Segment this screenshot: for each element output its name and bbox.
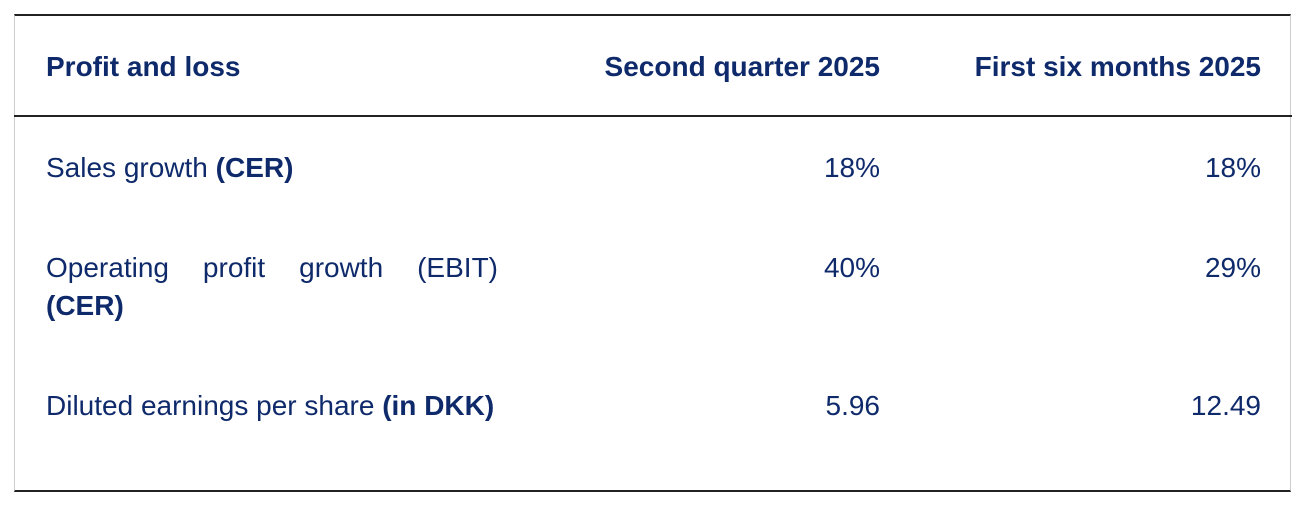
header-rule	[14, 115, 1292, 117]
label-text: Sales growth	[46, 152, 208, 183]
label-bold: (in DKK)	[382, 390, 495, 421]
label-text: Diluted earnings per share	[46, 390, 375, 421]
label-bold: (CER)	[215, 152, 294, 183]
value-cell: 18%	[823, 152, 880, 183]
row-label: Diluted earnings per share (in DKK)	[46, 387, 498, 425]
row-label: Operating profit growth (EBIT) (CER)	[46, 249, 498, 325]
header-cell: Profit and loss	[46, 51, 241, 82]
label-bold: (CER)	[46, 290, 124, 321]
value-cell: 29%	[1204, 252, 1261, 283]
header-cell: Second quarter 2025	[604, 51, 880, 82]
row-label: Sales growth (CER)	[46, 149, 498, 187]
value-cell: 5.96	[825, 390, 881, 421]
value-cell: 12.49	[1190, 390, 1261, 421]
header-cell: First six months 2025	[974, 51, 1261, 82]
label-text: Operating profit growth (EBIT)	[46, 252, 498, 283]
value-cell: 40%	[823, 252, 880, 283]
table-frame	[14, 14, 1291, 492]
value-cell: 18%	[1204, 152, 1261, 183]
